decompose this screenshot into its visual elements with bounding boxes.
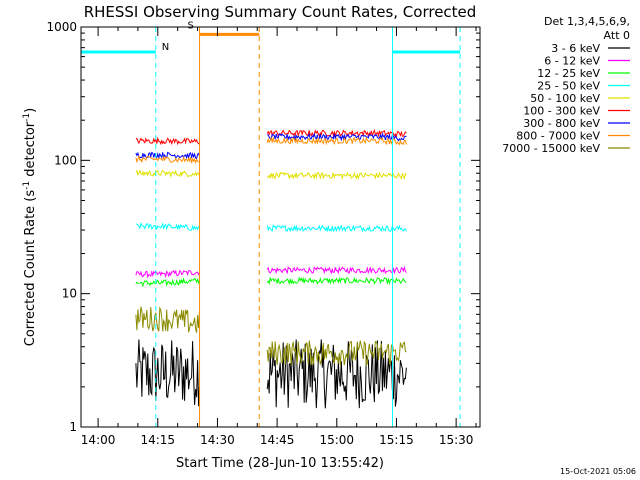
legend-label-4: 50 - 100 keV (530, 92, 600, 105)
series-line-0-segment-1 (266, 339, 407, 409)
legend-label-3: 25 - 50 keV (537, 80, 600, 93)
series-line-7-segment-1 (266, 136, 407, 146)
chart-title: RHESSI Observing Summary Count Rates, Co… (84, 3, 477, 21)
series-line-2-segment-1 (266, 276, 407, 286)
x-tick-label-5: 15:15 (379, 433, 414, 447)
y-axis-label-main: Corrected Count Rate (s (23, 190, 38, 347)
series-line-8-segment-0 (135, 306, 200, 333)
y-tick-label-3: 1000 (46, 20, 77, 34)
annotation-label-0: N (162, 42, 169, 53)
series-line-5-segment-1 (266, 128, 407, 139)
legend-header-line2: Att 0 (604, 29, 630, 42)
legend-label-5: 100 - 300 keV (523, 105, 600, 118)
legend-label-2: 12 - 25 keV (537, 67, 600, 80)
axes: 14:00 14:15 14:30 14:45 15:00 15:15 15:30 1 10 10… (46, 20, 480, 447)
x-tick-label-4: 15:00 (319, 433, 354, 447)
y-axis-label-sup1: -1 (22, 181, 32, 190)
y-axis-label: Corrected Count Rate (s-1 detector-1) (22, 108, 38, 346)
y-axis-label-end: ) (23, 108, 38, 113)
x-tick-label-6: 15:30 (439, 433, 474, 447)
series-line-5-segment-0 (135, 136, 200, 146)
x-axis-label: Start Time (28-Jun-10 13:55:42) (176, 456, 384, 471)
series-line-4-segment-0 (135, 169, 200, 179)
series-line-8-segment-1 (266, 340, 407, 367)
series-line-0-segment-0 (135, 339, 200, 407)
legend-header-line1: Det 1,3,4,5,6,9, (544, 15, 630, 28)
series-line-1-segment-1 (266, 265, 407, 275)
y-axis-label-sup2: -1 (22, 113, 32, 122)
series-line-6-segment-1 (267, 132, 407, 142)
legend-label-1: 6 - 12 keV (544, 55, 600, 68)
legend-label-7: 800 - 7000 keV (516, 130, 600, 143)
y-tick-label-0: 1 (69, 420, 77, 434)
series-line-1-segment-0 (135, 269, 200, 279)
series-line-2-segment-0 (135, 277, 200, 288)
y-tick-label-2: 100 (54, 153, 77, 167)
legend-label-6: 300 - 800 keV (523, 117, 600, 130)
series-line-7-segment-0 (135, 154, 200, 165)
legend-label-8: 7000 - 15000 keV (502, 142, 600, 155)
footer-date: 15-Oct-2021 05:06 (560, 467, 636, 476)
plot-frame (80, 26, 481, 428)
annotation-label-2: S (188, 20, 194, 31)
series-line-3-segment-0 (135, 221, 200, 231)
series-line-3-segment-1 (266, 224, 407, 233)
x-tick-label-1: 14:15 (140, 433, 175, 447)
annotation-layer: NS (81, 20, 461, 427)
legend-label-0: 3 - 6 keV (551, 42, 600, 55)
series-line-4-segment-1 (266, 171, 407, 181)
plot-area (135, 128, 407, 409)
y-axis-label-mid: detector (23, 121, 38, 181)
y-tick-label-1: 10 (62, 287, 77, 301)
x-tick-label-3: 14:45 (260, 433, 295, 447)
x-tick-label-0: 14:00 (81, 433, 116, 447)
x-tick-label-2: 14:30 (200, 433, 235, 447)
